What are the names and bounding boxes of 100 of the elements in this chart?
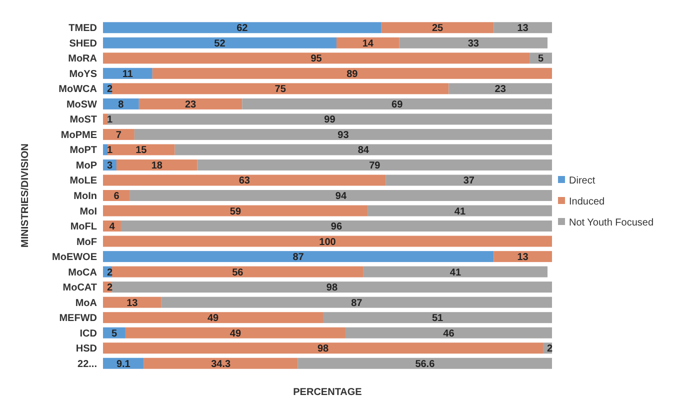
bar — [116, 159, 198, 170]
data-label: 33 — [468, 38, 480, 50]
data-label: 79 — [369, 160, 381, 172]
y-tick-label: MoEWOE — [52, 252, 98, 264]
data-label: 56.6 — [415, 358, 436, 370]
bar — [368, 205, 552, 216]
data-label: 46 — [443, 328, 455, 340]
bar — [112, 83, 449, 94]
data-label: 15 — [136, 145, 148, 156]
y-tick-label: MoLE — [70, 176, 98, 187]
data-label: 8 — [118, 99, 124, 110]
bar — [103, 174, 386, 186]
data-label: 93 — [338, 130, 350, 141]
data-label: 98 — [317, 344, 330, 355]
data-label: 11 — [122, 68, 134, 80]
y-tick-label: MoPT — [70, 145, 97, 156]
y-tick-label: MoFL — [70, 222, 97, 233]
bar — [144, 358, 298, 369]
bar — [103, 342, 544, 354]
bar — [103, 296, 162, 308]
data-label: 7 — [116, 130, 122, 141]
data-label: 95 — [310, 54, 322, 65]
y-tick-label: MoYS — [69, 68, 98, 80]
bar — [103, 114, 108, 125]
data-label: 62 — [236, 23, 248, 34]
data-label: 9.1 — [116, 358, 131, 370]
y-tick-label: ICD — [80, 328, 97, 340]
y-tick-label: TMED — [68, 23, 97, 34]
bar — [103, 98, 139, 110]
bar — [323, 312, 552, 324]
data-label: 69 — [392, 99, 404, 110]
bar — [242, 98, 552, 110]
data-label: 14 — [362, 38, 374, 50]
data-label: 99 — [324, 114, 336, 126]
bar — [107, 114, 552, 125]
bar — [103, 22, 382, 34]
bar — [103, 251, 494, 262]
bar — [103, 37, 336, 48]
y-tick-label: MoCAT — [62, 282, 97, 294]
y-tick-label: MoA — [75, 298, 97, 309]
y-tick-label: MoWCA — [58, 84, 97, 96]
bar — [103, 144, 108, 156]
bar — [336, 37, 400, 48]
data-label: 5 — [538, 54, 544, 65]
bar — [112, 282, 552, 293]
y-tick-label: HSD — [76, 344, 97, 355]
data-label: 13 — [517, 252, 529, 264]
data-label: 100 — [319, 236, 336, 248]
data-label: 89 — [346, 68, 358, 80]
y-tick-label: MoST — [70, 114, 97, 126]
data-label: 13 — [517, 23, 529, 34]
bar — [134, 128, 552, 140]
bar — [161, 296, 552, 308]
data-label: 18 — [151, 160, 163, 172]
data-label: 4 — [109, 222, 116, 233]
data-label: 87 — [292, 252, 304, 264]
y-tick-label: MoSW — [66, 99, 98, 110]
bar — [381, 22, 494, 34]
bar — [103, 236, 552, 247]
bar — [120, 220, 552, 232]
bar — [197, 159, 552, 170]
data-label: 56 — [232, 267, 244, 278]
bar — [125, 327, 346, 338]
bar — [138, 98, 242, 110]
data-label: 3 — [106, 160, 113, 172]
data-label: 59 — [230, 206, 242, 218]
bar — [130, 190, 552, 201]
data-label: 2 — [107, 282, 113, 294]
data-label: 84 — [358, 145, 370, 156]
data-label: 87 — [351, 298, 363, 309]
y-tick-label: MoP — [76, 160, 98, 172]
bar — [103, 205, 368, 216]
bar — [103, 68, 152, 79]
y-axis-title: MINISTRIES/DIVISION — [20, 144, 31, 248]
y-tick-label: MoPME — [60, 130, 98, 141]
data-label: 6 — [114, 191, 120, 202]
y-tick-label: MoCA — [68, 267, 97, 278]
bar — [298, 358, 552, 369]
bar — [112, 266, 364, 278]
bar — [363, 266, 548, 278]
bar — [448, 83, 552, 94]
bar — [399, 37, 548, 48]
bar — [152, 68, 552, 79]
x-axis-title: PERCENTAGE — [293, 387, 362, 398]
bar — [494, 22, 552, 34]
bar — [386, 174, 552, 186]
legend-label: Not Youth Focused — [569, 218, 654, 228]
data-label: 34.3 — [211, 358, 232, 370]
legend-label: Direct — [569, 176, 596, 186]
data-label: 96 — [330, 222, 342, 233]
data-label: 52 — [214, 38, 226, 50]
data-label: 5 — [111, 328, 118, 340]
y-tick-label: MoIn — [74, 191, 97, 202]
bar — [103, 190, 130, 201]
bar — [103, 128, 134, 140]
y-tick-label: 22... — [78, 358, 98, 370]
bar — [494, 251, 552, 262]
data-label: 75 — [274, 84, 286, 96]
bar — [107, 144, 175, 156]
data-label: 41 — [450, 267, 462, 278]
